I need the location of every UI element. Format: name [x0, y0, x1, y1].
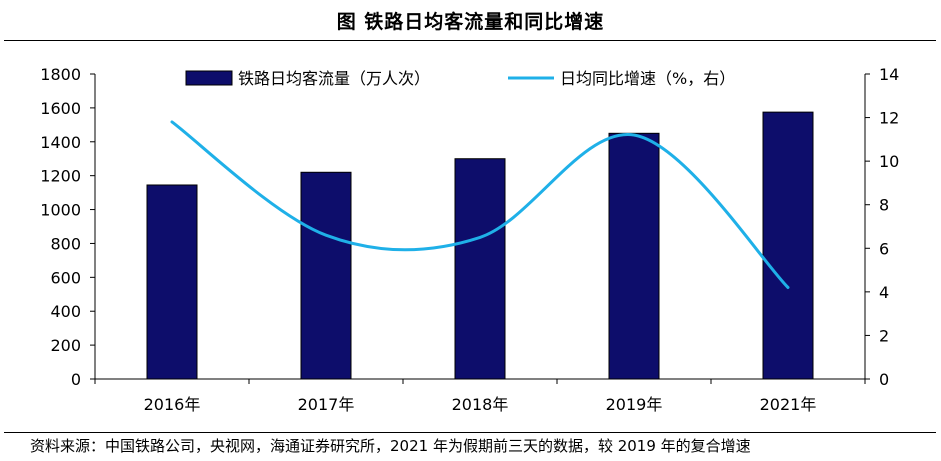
left-tick-label: 0 [71, 370, 81, 389]
chart-legend: 铁路日均客流量（万人次） 日均同比增速（%，右） [185, 69, 735, 88]
growth-line [170, 120, 790, 289]
chart-axes: 0 200 400 600 800 1000 1200 1400 1600 1800 0 2 4 6 8 10… [40, 65, 899, 414]
bar [146, 184, 198, 380]
x-tick-label: 2019年 [606, 395, 663, 414]
right-tick-label: 12 [879, 109, 899, 128]
left-tick-label: 1400 [40, 133, 81, 152]
bar [300, 171, 352, 380]
source-note: 资料来源：中国铁路公司，央视网，海通证券研究所，2021 年为假期前三天的数据，… [30, 437, 751, 455]
title-divider [4, 40, 936, 41]
x-tick-label: 2016年 [144, 395, 201, 414]
x-tick-label: 2018年 [452, 395, 509, 414]
bar [454, 158, 506, 380]
right-tick-label: 14 [879, 65, 899, 84]
left-tick-label: 800 [50, 234, 81, 253]
left-tick-label: 1200 [40, 167, 81, 186]
x-tick-label: 2021年 [760, 395, 817, 414]
right-tick-label: 0 [879, 370, 889, 389]
right-tick-label: 10 [879, 152, 899, 171]
bar [608, 132, 660, 380]
chart-canvas: 0 200 400 600 800 1000 1200 1400 1600 1800 0 2 4 6 8 10… [40, 65, 899, 414]
line-series [170, 120, 790, 289]
legend-bar-label: 铁路日均客流量（万人次） [238, 69, 430, 88]
bar [762, 111, 814, 380]
right-tick-label: 6 [879, 239, 889, 258]
right-tick-label: 4 [879, 283, 889, 302]
x-tick-label: 2017年 [298, 395, 355, 414]
right-tick-label: 2 [879, 326, 889, 345]
left-tick-label: 200 [50, 336, 81, 355]
legend-bar-swatch [185, 70, 233, 86]
left-tick-label: 1800 [40, 65, 81, 84]
source-divider [4, 432, 936, 433]
left-tick-label: 1600 [40, 99, 81, 118]
bar-series [146, 111, 814, 380]
left-tick-label: 600 [50, 268, 81, 287]
left-tick-label: 1000 [40, 201, 81, 220]
legend-line-label: 日均同比增速（%，右） [560, 69, 735, 88]
left-tick-label: 400 [50, 302, 81, 321]
chart-title: 图 铁路日均客流量和同比增速 [336, 10, 605, 33]
right-tick-label: 8 [879, 196, 889, 215]
